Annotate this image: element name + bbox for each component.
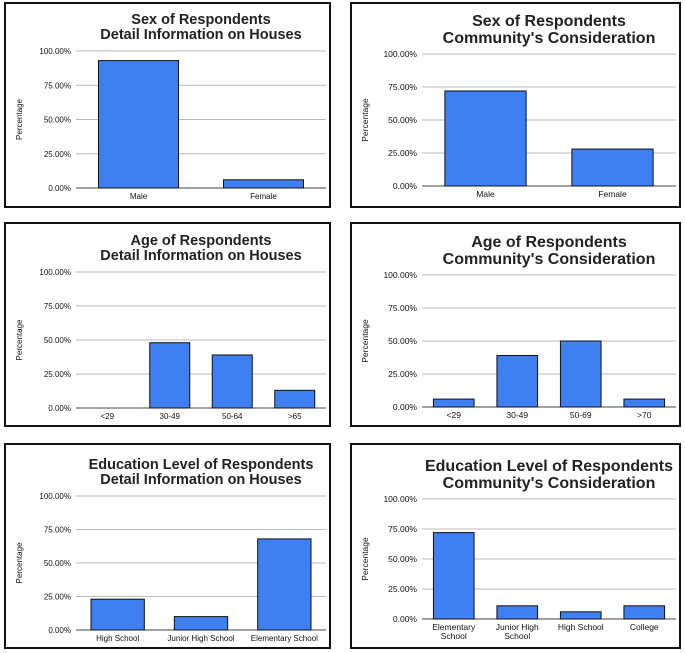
x-category-label: 30-49 [506,410,528,420]
bar [211,354,253,409]
y-tick-label: 25.00% [44,593,71,602]
bar [496,605,539,620]
x-category-label: High School [558,622,604,632]
chart-panel-age-houses: Age of Respondents Detail Information on … [4,222,331,427]
chart-title-line: Detail Information on Houses [100,248,301,264]
bar [623,605,666,620]
x-category-label: 50-64 [222,412,243,421]
x-category-label: Female [250,192,277,201]
bar [149,342,191,409]
chart-panel-edu-houses: Education Level of Respondents Detail Inf… [4,443,331,649]
y-tick-label: 75.00% [44,302,71,311]
chart-title-line: Community's Consideration [443,475,656,492]
x-category-label: Male [130,192,148,201]
bar [223,179,304,189]
y-tick-label: 100.00% [383,49,417,59]
x-category-label: Elementary [432,622,476,632]
x-category-label: Female [598,189,627,199]
y-tick-label: 100.00% [383,494,417,504]
bar [90,598,145,631]
y-tick-label: 25.00% [388,148,417,158]
y-tick-label: 100.00% [383,270,417,280]
y-tick-label: 0.00% [393,181,418,191]
x-category-label: 50-69 [570,410,592,420]
x-category-label: 30-49 [160,412,181,421]
bar [432,398,475,408]
y-tick-label: 50.00% [44,559,71,568]
y-tick-label: 0.00% [393,614,418,624]
y-tick-label: 75.00% [44,526,71,535]
bar [444,90,527,187]
y-tick-label: 25.00% [388,584,417,594]
chart-title-line: Community's Consideration [443,30,656,47]
chart-title-line: Sex of Respondents [472,13,626,30]
y-axis-label: Percentage [360,319,370,363]
y-tick-label: 100.00% [39,492,71,501]
chart-title-line: Detail Information on Houses [100,472,301,488]
bar [432,532,475,620]
chart-title-line: Community's Consideration [443,251,656,268]
y-tick-label: 50.00% [388,115,417,125]
x-category-label: High School [96,634,139,643]
x-category-label: Elementary School [251,634,318,643]
x-category-label: >70 [637,410,652,420]
y-tick-label: 75.00% [44,81,71,90]
chart-title-line: Detail Information on Houses [100,27,301,43]
y-tick-label: 25.00% [44,150,71,159]
bar [173,616,229,631]
bar [571,148,654,187]
y-tick-label: 50.00% [388,336,417,346]
chart-title-line: Age of Respondents [471,234,627,251]
bar [559,340,602,408]
y-tick-label: 0.00% [48,404,71,413]
x-category-label: >65 [288,412,302,421]
x-category-label: College [630,622,659,632]
y-tick-label: 25.00% [388,369,417,379]
chart-title-line: Sex of Respondents [131,12,270,28]
y-tick-label: 75.00% [388,82,417,92]
x-category-label: <29 [100,412,114,421]
bar [274,389,316,409]
y-tick-label: 25.00% [44,370,71,379]
x-category-label: Male [476,189,495,199]
y-axis-label: Percentage [15,98,24,139]
y-tick-label: 100.00% [39,268,71,277]
y-tick-label: 75.00% [388,524,417,534]
y-tick-label: 75.00% [388,303,417,313]
chart-panel-age-community: Age of Respondents Community's Considerat… [350,222,681,427]
y-axis-label: Percentage [360,537,370,581]
y-tick-label: 0.00% [48,184,71,193]
y-tick-label: 50.00% [44,116,71,125]
y-axis-label: Percentage [15,319,24,360]
bar [496,355,539,408]
chart-svg: Education Level of RespondentsCommunity'… [360,458,676,641]
y-tick-label: 50.00% [44,336,71,345]
chart-title-line: Age of Respondents [131,233,272,249]
x-category-label: <29 [447,410,462,420]
y-tick-label: 0.00% [48,626,71,635]
y-axis-label: Percentage [15,542,24,583]
y-tick-label: 100.00% [39,47,71,56]
x-category-label: School [441,631,467,641]
chart-panel-edu-community: Education Level of Respondents Community'… [350,443,681,649]
x-category-label: School [504,631,530,641]
bar [623,398,666,408]
y-axis-label: Percentage [360,98,370,142]
x-category-label: Junior High [496,622,539,632]
bar [98,60,179,189]
x-category-label: Junior High School [167,634,234,643]
chart-panel-sex-houses: Sex of Respondents Detail Information on … [4,2,331,208]
bar [257,538,312,631]
y-tick-label: 0.00% [393,402,418,412]
y-tick-label: 50.00% [388,554,417,564]
chart-title-line: Education Level of Respondents [89,457,314,473]
bar [559,611,602,620]
chart-title-line: Education Level of Respondents [425,458,673,475]
chart-panel-sex-community: Sex of Respondents Community's Considerat… [350,2,681,208]
